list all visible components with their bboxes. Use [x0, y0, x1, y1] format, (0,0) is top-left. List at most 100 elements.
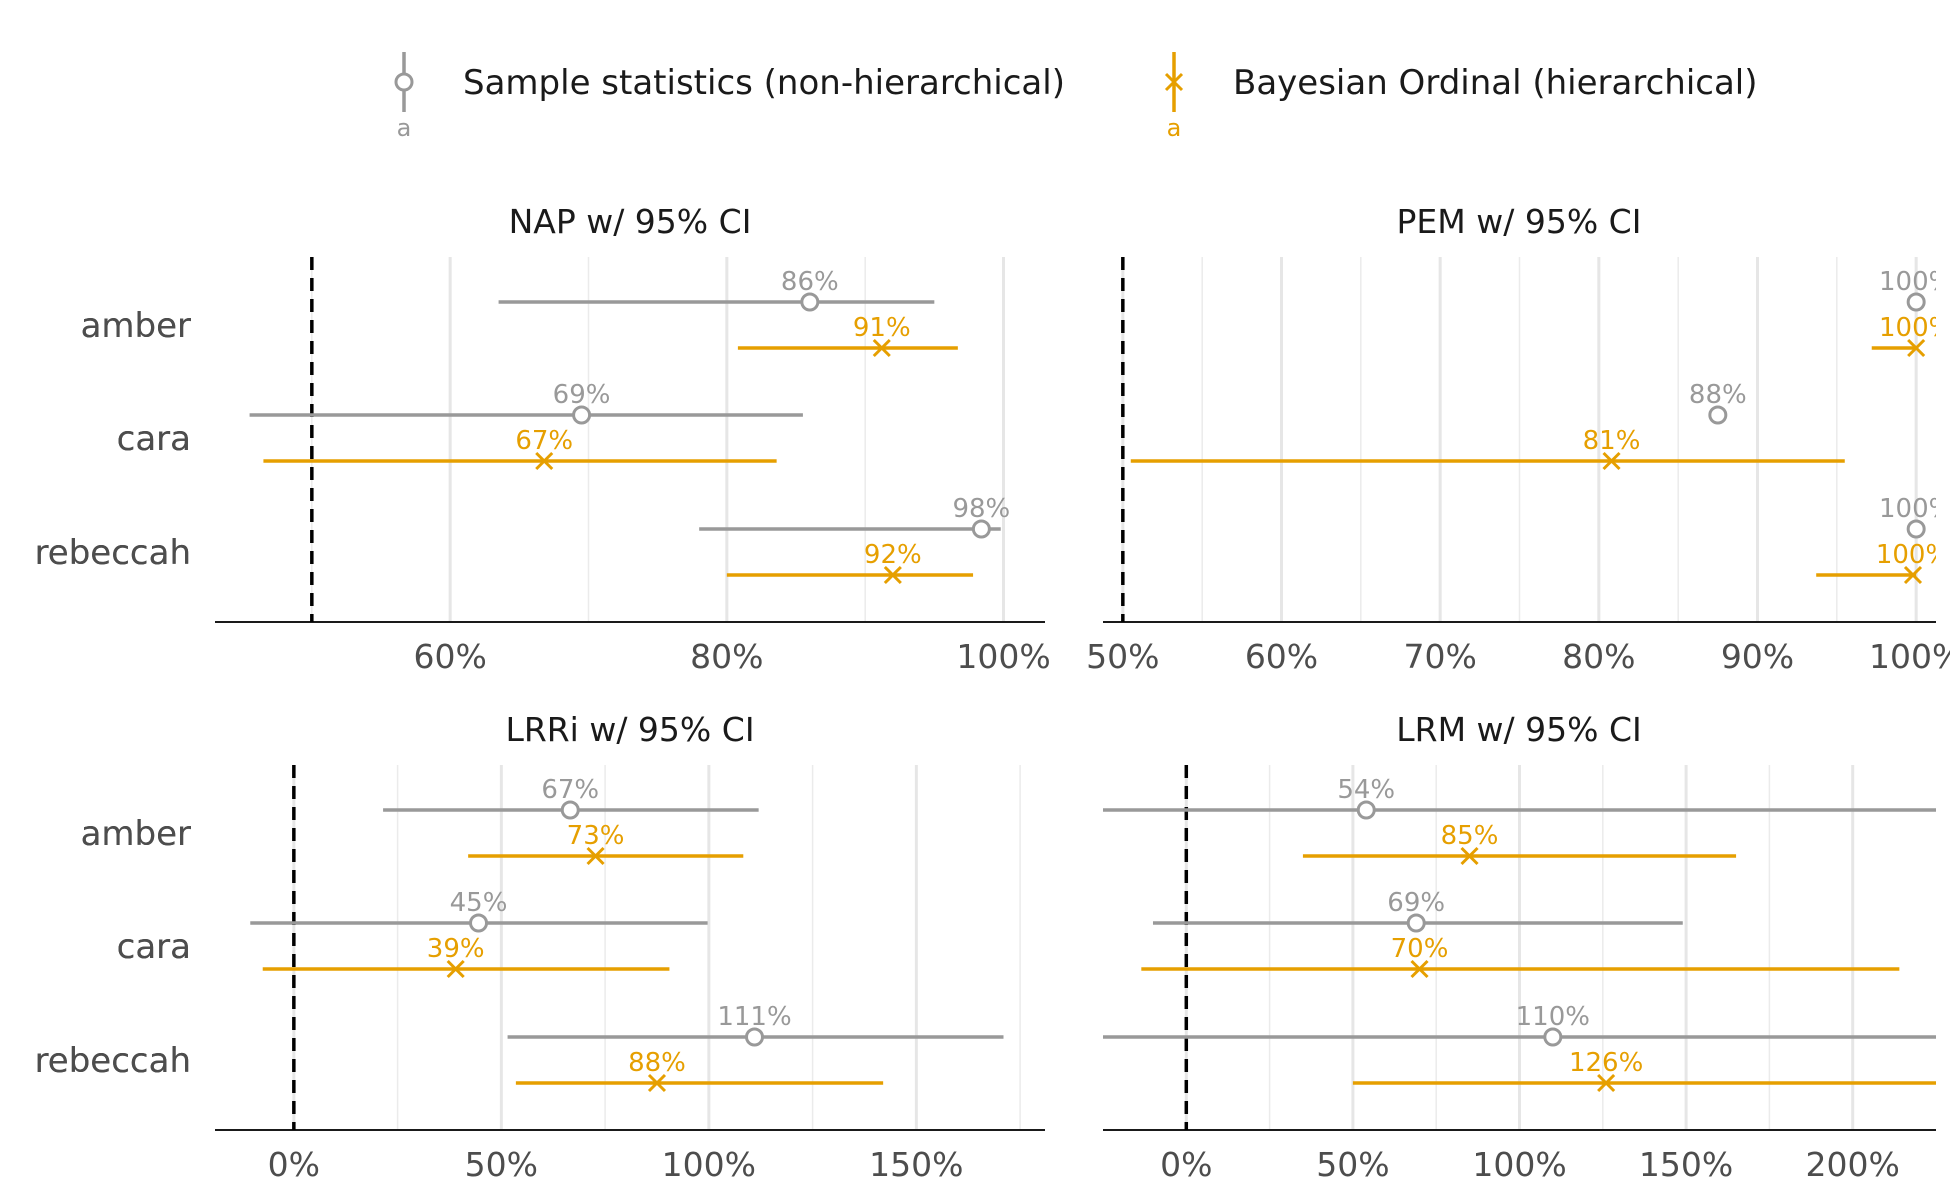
panel-title: PEM w/ 95% CI: [1397, 202, 1642, 241]
legend-key-letter-bayesian: a: [1167, 114, 1182, 142]
legend-cross-icon: [1164, 72, 1184, 92]
panel-title: LRM w/ 95% CI: [1396, 710, 1642, 749]
data-label: 45%: [450, 888, 508, 918]
data-label: 86%: [781, 267, 839, 297]
estimate-point-circle: [1708, 405, 1728, 425]
data-label: 73%: [567, 821, 625, 851]
x-tick-label: 100%: [1472, 1145, 1566, 1184]
category-label: rebeccah: [35, 533, 191, 573]
x-tick-label: 0%: [268, 1145, 320, 1184]
data-marks: 54% 69% 110% 85% 70% 126%: [1103, 775, 1936, 1093]
x-tick-label: 60%: [1245, 637, 1318, 676]
data-marks: 67% 45% 111% 73% 39% 88%: [250, 775, 1004, 1093]
data-label: 110%: [1516, 1002, 1590, 1032]
estimate-point-cross: [586, 846, 605, 866]
panel-pem: PEM w/ 95% CI 50% 60% 70% 80% 90% 100% amber ca…: [35, 202, 1950, 676]
x-tick-label: 100%: [662, 1145, 756, 1184]
category-label: amber: [81, 306, 191, 346]
estimate-point-cross: [647, 1073, 667, 1093]
estimate-point-cross: [1602, 451, 1621, 471]
legend-circle-icon: [394, 72, 414, 92]
legend-label-sample: Sample statistics (non-hierarchical): [463, 63, 1065, 103]
x-tick-label: 150%: [1639, 1145, 1733, 1184]
data-label: 81%: [1583, 426, 1641, 456]
category-label: cara: [117, 927, 191, 967]
estimate-point-cross: [872, 338, 891, 358]
data-label: 92%: [864, 540, 922, 570]
x-tick-label: 70%: [1403, 637, 1476, 676]
panel-title: LRRi w/ 95% CI: [505, 710, 754, 749]
data-label: 126%: [1569, 1048, 1643, 1078]
estimate-point-circle: [1906, 292, 1926, 312]
estimate-point-cross: [1410, 959, 1429, 979]
data-label: 88%: [628, 1048, 686, 1078]
data-label: 69%: [1387, 888, 1445, 918]
estimate-point-cross: [446, 959, 465, 979]
estimate-point-circle: [745, 1027, 764, 1047]
estimate-point-circle: [1543, 1027, 1563, 1047]
estimate-point-circle: [572, 405, 592, 425]
x-tick-label: 80%: [690, 637, 763, 676]
data-label: 100%: [1876, 540, 1950, 570]
legend-label-bayesian: Bayesian Ordinal (hierarchical): [1233, 63, 1758, 103]
category-label: amber: [81, 306, 191, 346]
data-label: 100%: [1879, 267, 1950, 297]
legend-key-letter-sample: a: [397, 114, 412, 142]
x-tick-label: 50%: [465, 1145, 538, 1184]
panel-lrm: LRM w/ 95% CI 0% 50% 100% 150% 200% amber cara…: [35, 710, 1936, 1184]
category-label: amber: [81, 814, 191, 854]
data-label: 98%: [952, 494, 1010, 524]
data-label: 67%: [541, 775, 599, 805]
category-label: rebeccah: [35, 1041, 191, 1081]
estimate-point-cross: [1460, 846, 1479, 866]
data-label: 69%: [553, 380, 611, 410]
x-tick-label: 0%: [1160, 1145, 1212, 1184]
category-label: cara: [117, 419, 191, 459]
estimate-point-circle: [560, 800, 580, 820]
category-label: rebeccah: [35, 533, 191, 573]
estimate-point-cross: [1907, 338, 1926, 358]
data-label: 39%: [427, 934, 485, 964]
panel-title: NAP w/ 95% CI: [509, 202, 752, 241]
category-label: amber: [81, 814, 191, 854]
x-tick-label: 200%: [1806, 1145, 1900, 1184]
estimate-point-cross: [1597, 1073, 1616, 1093]
data-label: 54%: [1337, 775, 1395, 805]
estimate-point-circle: [1906, 519, 1926, 539]
estimate-point-cross: [1903, 565, 1923, 585]
category-label: rebeccah: [35, 1041, 191, 1081]
legend-item-bayesian: a Bayesian Ordinal (hierarchical): [1164, 52, 1758, 142]
x-tick-label: 100%: [1869, 637, 1950, 676]
data-marks: 86% 69% 98% 91% 67% 92%: [249, 267, 1010, 585]
legend: a Sample statistics (non-hierarchical) a…: [394, 52, 1758, 142]
legend-item-sample: a Sample statistics (non-hierarchical): [394, 52, 1065, 142]
panel-nap: NAP w/ 95% CI 60% 80% 100% amber cara rebecca…: [35, 202, 1051, 676]
data-marks: 100% 88% 100% 100% 81% 100%: [1130, 267, 1950, 585]
data-label: 88%: [1689, 380, 1747, 410]
x-tick-label: 150%: [869, 1145, 963, 1184]
x-tick-label: 60%: [413, 637, 486, 676]
estimate-point-circle: [971, 519, 991, 539]
estimate-point-circle: [469, 913, 489, 933]
data-label: 100%: [1879, 313, 1950, 343]
estimate-point-cross: [535, 451, 554, 471]
panel-lrri: LRRi w/ 95% CI 0% 50% 100% 150% amber cara reb…: [35, 710, 1045, 1184]
x-tick-label: 100%: [956, 637, 1050, 676]
data-label: 100%: [1879, 494, 1950, 524]
data-label: 91%: [853, 313, 911, 343]
estimate-point-circle: [800, 292, 820, 312]
data-label: 85%: [1441, 821, 1499, 851]
x-tick-label: 80%: [1562, 637, 1635, 676]
data-label: 70%: [1391, 934, 1449, 964]
category-label: cara: [117, 927, 191, 967]
estimate-point-circle: [1356, 800, 1376, 820]
estimate-point-cross: [883, 565, 902, 585]
x-tick-label: 50%: [1316, 1145, 1389, 1184]
category-label: cara: [117, 419, 191, 459]
x-tick-label: 90%: [1721, 637, 1794, 676]
data-label: 67%: [515, 426, 573, 456]
data-label: 111%: [717, 1002, 791, 1032]
x-tick-label: 50%: [1086, 637, 1159, 676]
estimate-point-circle: [1406, 913, 1426, 933]
